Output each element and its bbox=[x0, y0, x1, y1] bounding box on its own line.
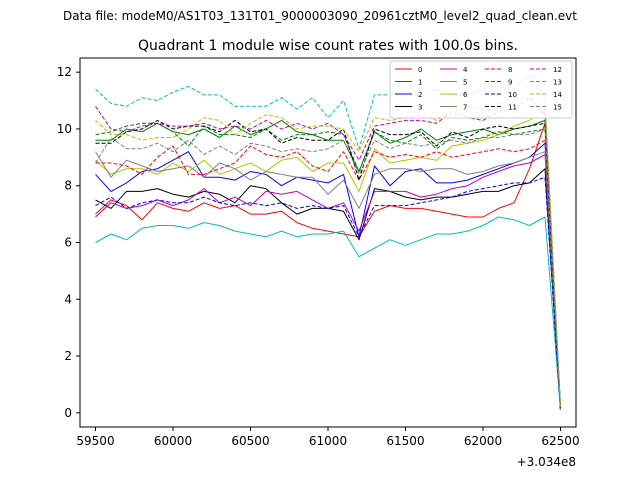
legend-label-12: 12 bbox=[553, 66, 562, 74]
legend-label-9: 9 bbox=[508, 79, 512, 87]
axes bbox=[76, 57, 577, 431]
tick-labels: 59500 60000 60500 61000 61500 62000 62500 0 2 4 6 8… bbox=[57, 65, 580, 448]
series-line-2 bbox=[95, 142, 561, 411]
series-line-10 bbox=[95, 176, 561, 411]
legend-label-11: 11 bbox=[508, 104, 517, 112]
series-line-13 bbox=[95, 74, 561, 408]
legend-label-10: 10 bbox=[508, 91, 517, 99]
series-line-4 bbox=[95, 154, 561, 411]
legend-label-6: 6 bbox=[463, 91, 468, 99]
legend-label-3: 3 bbox=[418, 104, 422, 112]
series-line-8 bbox=[95, 139, 561, 411]
x-tick-label: 61500 bbox=[386, 434, 424, 448]
legend-label-13: 13 bbox=[553, 79, 562, 87]
series-line-9 bbox=[95, 122, 561, 411]
legend-label-4: 4 bbox=[463, 66, 468, 74]
y-tick-label: 2 bbox=[64, 349, 72, 363]
chart-title: Quadrant 1 module wise count rates with … bbox=[138, 38, 518, 54]
x-tick-label: 60500 bbox=[231, 434, 269, 448]
legend-label-1: 1 bbox=[418, 79, 422, 87]
legend-label-0: 0 bbox=[418, 66, 422, 74]
legend-label-8: 8 bbox=[508, 66, 512, 74]
series-line-3 bbox=[95, 168, 561, 411]
y-tick-label: 6 bbox=[64, 236, 72, 250]
y-tick-label: 10 bbox=[57, 122, 72, 136]
series-line-12 bbox=[95, 97, 561, 408]
legend-label-15: 15 bbox=[553, 104, 562, 112]
x-offset-label: +3.034e8 bbox=[517, 455, 576, 469]
x-tick-label: 59500 bbox=[76, 434, 114, 448]
series-layer bbox=[95, 74, 561, 411]
series-line-0 bbox=[95, 122, 561, 408]
legend-box bbox=[389, 60, 573, 119]
y-tick-label: 0 bbox=[64, 406, 72, 420]
legend-label-7: 7 bbox=[463, 104, 467, 112]
series-line-5 bbox=[95, 216, 561, 411]
legend-label-5: 5 bbox=[463, 79, 467, 87]
x-tick-label: 60000 bbox=[154, 434, 192, 448]
y-tick-label: 4 bbox=[64, 292, 72, 306]
series-line-15 bbox=[95, 128, 561, 411]
y-tick-label: 12 bbox=[57, 65, 72, 79]
series-line-6 bbox=[95, 108, 561, 408]
x-tick-label: 61000 bbox=[309, 434, 347, 448]
legend-label-2: 2 bbox=[418, 91, 422, 99]
legend-label-14: 14 bbox=[553, 91, 562, 99]
series-line-14 bbox=[95, 97, 561, 408]
y-tick-label: 8 bbox=[64, 179, 72, 193]
x-tick-label: 62000 bbox=[464, 434, 502, 448]
x-tick-label: 62500 bbox=[541, 434, 579, 448]
series-line-7 bbox=[95, 151, 561, 411]
series-line-11 bbox=[95, 119, 561, 411]
chart-suptitle: Data file: modeM0/AS1T03_131T01_90000030… bbox=[63, 9, 577, 23]
